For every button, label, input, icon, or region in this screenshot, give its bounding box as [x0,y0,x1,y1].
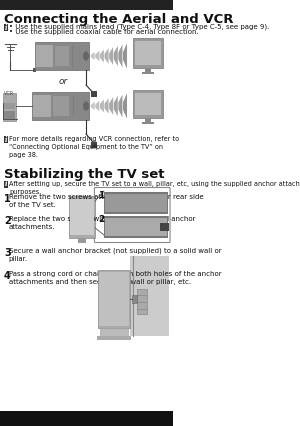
Polygon shape [118,44,122,67]
Bar [97,336,131,340]
Bar [4,136,8,143]
Text: Secure a wall anchor bracket (not supplied) to a solid wall or
pillar.: Secure a wall anchor bracket (not suppli… [9,248,221,262]
Polygon shape [91,102,95,110]
Text: 4: 4 [4,271,11,281]
Polygon shape [95,101,99,111]
Bar [4,111,15,119]
Bar [160,223,169,231]
Bar [100,328,128,338]
Bar [105,218,167,236]
Bar [132,295,137,303]
Text: or: or [59,78,68,86]
Bar [55,46,69,66]
Bar [145,118,151,122]
Text: i: i [5,135,8,144]
Polygon shape [100,100,104,112]
Bar [3,93,16,121]
Bar [105,194,167,212]
Bar [34,42,89,70]
Polygon shape [104,48,109,64]
Text: 1: 1 [98,191,104,200]
Bar [4,24,8,31]
Polygon shape [114,46,118,66]
Polygon shape [123,43,127,69]
Circle shape [84,52,88,60]
Circle shape [84,102,88,110]
Bar [70,199,94,235]
Bar [78,238,86,243]
Text: Replace the two screws with the two supplied anchor
attachments.: Replace the two screws with the two supp… [9,216,195,230]
Bar [53,96,69,116]
Bar [130,256,169,336]
Text: After setting up, secure the TV set to a wall, pillar, etc, using the supplied a: After setting up, secure the TV set to a… [9,181,300,195]
Text: • Use the supplied mains lead (Type C-4, Type 8F or Type C-5, see page 9).: • Use the supplied mains lead (Type C-4,… [9,24,270,31]
Text: 2: 2 [4,216,11,226]
Polygon shape [100,49,104,63]
Polygon shape [104,98,109,114]
Bar [4,181,8,188]
Bar [134,93,161,115]
Text: Remove the two screws attached to the upper rear side
of the TV set.: Remove the two screws attached to the up… [9,194,203,208]
Bar [32,92,89,120]
Bar [36,45,53,67]
Bar [145,68,151,72]
Text: Pass a strong cord or chain through both holes of the anchor
attachments and the: Pass a strong cord or chain through both… [9,271,221,285]
Bar [33,95,51,117]
Polygon shape [118,95,122,118]
Text: Connecting the Aerial and VCR: Connecting the Aerial and VCR [4,13,233,26]
Text: 2: 2 [98,215,104,224]
Polygon shape [109,47,113,65]
Text: 3: 3 [4,248,11,258]
Bar [142,72,154,74]
Bar [104,216,168,238]
Bar [4,103,15,109]
Bar [133,38,163,68]
Bar [137,289,147,314]
Bar [91,142,97,148]
Bar [0,411,173,426]
Text: Stabilizing the TV set: Stabilizing the TV set [4,168,164,181]
Text: For more details regarding VCR connection, refer to
“Connecting Optional Equipme: For more details regarding VCR connectio… [9,136,179,158]
Polygon shape [95,51,99,61]
Bar [33,67,36,72]
Text: • Use the supplied coaxial cable for aerial connection.: • Use the supplied coaxial cable for aer… [9,29,199,35]
Polygon shape [109,97,113,115]
Polygon shape [123,93,127,119]
Bar [134,41,161,65]
Bar [98,270,130,328]
FancyBboxPatch shape [94,187,170,242]
Bar [91,91,97,97]
Polygon shape [114,96,118,116]
Polygon shape [91,52,95,60]
Bar [69,196,95,238]
Bar [0,0,173,10]
Bar [104,192,168,214]
Bar [99,272,129,326]
Text: 1: 1 [4,194,11,204]
Text: i: i [5,181,8,188]
Bar [142,122,154,124]
Text: i: i [5,23,8,32]
Bar [133,90,163,118]
Text: VCR: VCR [4,91,14,96]
